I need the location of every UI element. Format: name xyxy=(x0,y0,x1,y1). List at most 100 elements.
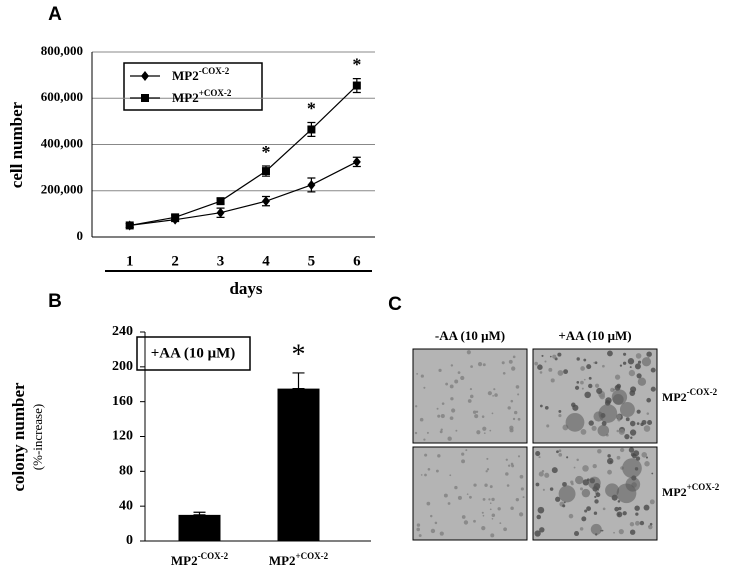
y-tick-label: 80 xyxy=(119,464,133,479)
cell xyxy=(602,507,606,511)
cell xyxy=(517,393,520,396)
cell xyxy=(592,463,597,469)
cell xyxy=(552,354,557,359)
marker xyxy=(352,156,361,167)
cell xyxy=(512,417,516,421)
y-tick-label: 200 xyxy=(112,359,133,374)
error-bar xyxy=(193,511,206,516)
cell xyxy=(455,429,458,432)
cell xyxy=(616,511,623,518)
cell xyxy=(434,521,438,525)
series-line xyxy=(129,161,358,227)
y-tick-label: 600,000 xyxy=(41,89,83,104)
y-tick-label: 240 xyxy=(112,324,133,339)
colony xyxy=(588,476,601,490)
annotation: * xyxy=(307,99,316,119)
colony xyxy=(590,523,602,535)
cell xyxy=(489,502,492,505)
y-axis-title: cell number xyxy=(7,101,26,188)
cell xyxy=(593,511,598,515)
cell xyxy=(624,434,630,440)
cell xyxy=(460,375,465,381)
cell xyxy=(601,529,604,532)
cell xyxy=(414,431,418,435)
cell xyxy=(472,410,477,414)
cell xyxy=(619,447,625,453)
cell xyxy=(484,483,488,487)
cell xyxy=(550,378,555,383)
cell xyxy=(423,438,426,441)
cell xyxy=(482,514,485,517)
cell xyxy=(649,499,655,505)
annotation: * xyxy=(261,142,270,162)
cell xyxy=(534,361,538,366)
cell xyxy=(572,404,579,411)
cell xyxy=(628,369,636,377)
cell xyxy=(505,458,508,461)
cell xyxy=(636,422,640,425)
cell xyxy=(489,508,492,511)
cell xyxy=(573,530,580,537)
cell xyxy=(649,522,653,526)
legend-label: MP2+COX-2 xyxy=(172,88,232,105)
cell xyxy=(469,394,474,399)
panel-label: B xyxy=(48,291,62,312)
colony xyxy=(565,412,585,432)
cell xyxy=(647,419,653,426)
cell xyxy=(576,458,579,462)
cell xyxy=(426,431,429,434)
cell xyxy=(593,361,596,364)
cell xyxy=(493,388,496,391)
legend-label: MP2-COX-2 xyxy=(172,66,230,83)
cell xyxy=(618,506,622,511)
cell xyxy=(437,414,441,418)
cell xyxy=(454,379,459,384)
x-tick-label: 3 xyxy=(217,253,225,269)
cell xyxy=(580,366,585,371)
cell xyxy=(558,409,562,413)
error-bar xyxy=(292,372,305,390)
colony xyxy=(611,389,628,405)
cell xyxy=(636,409,641,414)
cell xyxy=(646,397,652,403)
cell xyxy=(469,495,472,499)
cell xyxy=(594,361,598,365)
cell xyxy=(420,374,424,378)
cell xyxy=(482,426,487,431)
cell xyxy=(544,405,549,410)
cell xyxy=(418,534,422,538)
cell xyxy=(483,432,486,434)
cell xyxy=(616,414,622,419)
marker xyxy=(261,196,270,207)
cell xyxy=(646,351,652,357)
cell xyxy=(470,365,473,368)
cell xyxy=(614,374,621,380)
cell xyxy=(631,453,637,459)
cell xyxy=(424,473,427,477)
cell xyxy=(475,410,479,413)
cell xyxy=(588,383,593,389)
cell xyxy=(557,352,562,357)
cell xyxy=(415,405,418,408)
cell xyxy=(443,493,448,498)
cell xyxy=(551,467,558,474)
cell xyxy=(499,522,502,525)
cell xyxy=(427,467,431,471)
cell xyxy=(541,469,545,473)
cell xyxy=(646,412,650,415)
cell xyxy=(514,410,518,415)
cell xyxy=(510,506,514,510)
cell xyxy=(546,424,550,428)
cell xyxy=(580,429,587,435)
x-tick-label: 6 xyxy=(353,253,361,269)
colony xyxy=(641,357,652,367)
cell xyxy=(635,520,640,526)
cell xyxy=(441,402,445,405)
cell xyxy=(558,453,563,457)
cell xyxy=(494,393,498,397)
cell xyxy=(622,511,627,516)
cell xyxy=(451,408,456,413)
cell xyxy=(519,474,524,479)
cell xyxy=(515,498,520,502)
